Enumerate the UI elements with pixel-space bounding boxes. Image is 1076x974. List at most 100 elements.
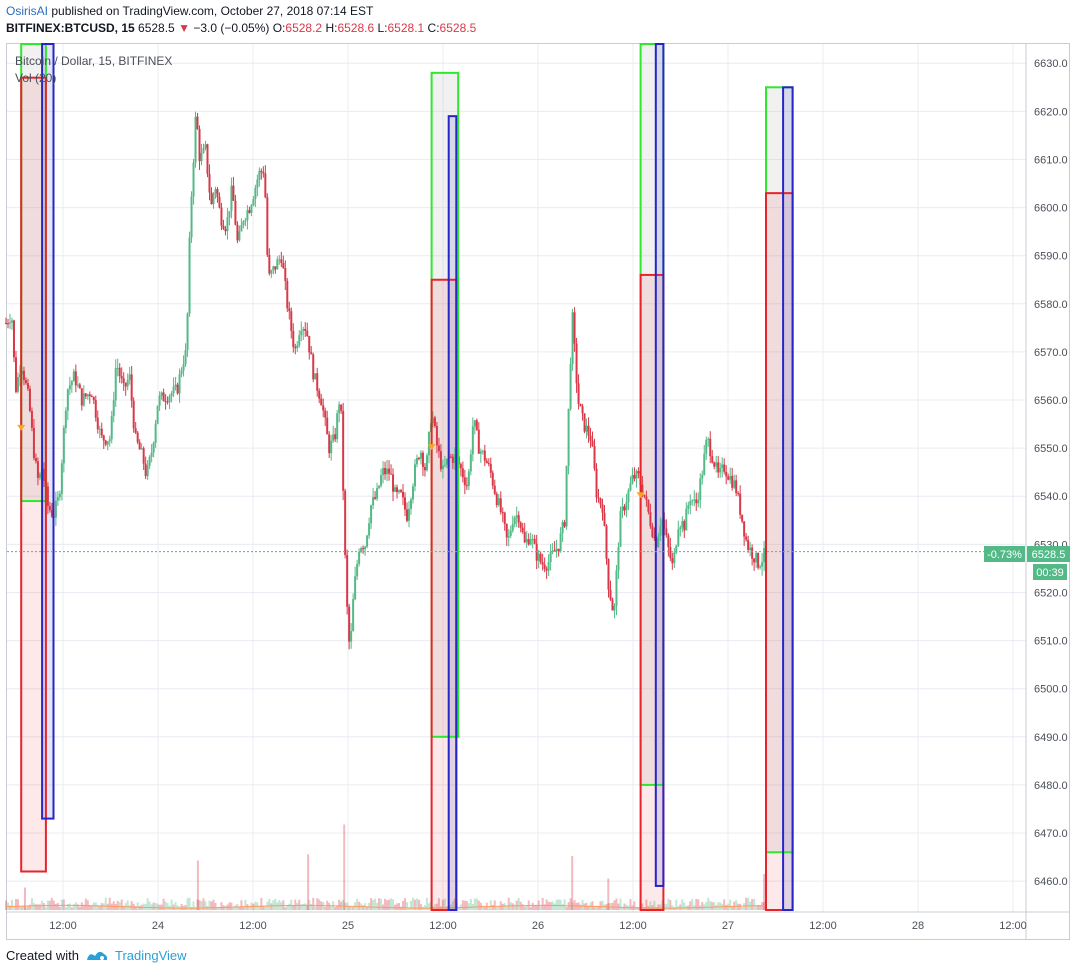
volume-bar	[334, 907, 337, 910]
author-link[interactable]: OsirisAI	[6, 4, 48, 18]
volume-bar	[411, 897, 414, 910]
candle-body	[34, 458, 37, 462]
volume-bar	[112, 901, 115, 910]
volume-bar	[288, 903, 291, 910]
candle-body	[248, 210, 251, 213]
candle-body	[334, 434, 337, 440]
candle-body	[709, 438, 712, 457]
candle-body	[713, 462, 716, 467]
x-tick-label: 12:00	[809, 920, 837, 932]
candle-body	[112, 400, 115, 416]
candle-body	[132, 400, 135, 429]
candle-body	[64, 410, 67, 428]
candle-body	[743, 521, 746, 537]
candle-body	[316, 373, 319, 391]
candle-body	[439, 451, 442, 470]
candle-body	[633, 474, 636, 479]
volume-bar	[697, 899, 700, 910]
candle-body	[491, 472, 494, 486]
candle-body	[477, 429, 480, 454]
candle-body	[46, 486, 49, 507]
candle-body	[332, 434, 335, 441]
candle-body	[362, 548, 365, 550]
candle-body	[701, 474, 704, 479]
candle-body	[657, 535, 660, 548]
candle-body	[162, 392, 165, 402]
volume-bar	[148, 901, 151, 910]
volume-bar	[32, 902, 35, 910]
volume-bar	[318, 899, 321, 910]
volume-bar	[296, 902, 299, 910]
candle-body	[627, 490, 630, 503]
candle-body	[276, 259, 279, 270]
candle-body	[346, 555, 349, 607]
candle-body	[755, 552, 758, 563]
tradingview-brand[interactable]: TradingView	[85, 947, 187, 963]
candle-body	[607, 558, 610, 590]
volume-bar	[739, 903, 742, 910]
candle-body	[290, 311, 293, 331]
candle-body	[398, 490, 401, 493]
candle-body	[92, 397, 95, 401]
candle-body	[152, 442, 155, 453]
grid	[7, 44, 1026, 912]
volume-bar	[645, 899, 648, 910]
volume-bar	[78, 906, 81, 910]
volume-bar	[166, 902, 169, 910]
candle-body	[260, 170, 263, 173]
candle-body	[282, 262, 285, 269]
volume-bar	[709, 900, 712, 910]
candle-body	[561, 522, 564, 534]
candle-body	[18, 374, 21, 378]
volume-bar	[324, 906, 327, 910]
volume-bar	[230, 902, 233, 910]
candle-body	[138, 442, 141, 450]
candle-body	[82, 393, 85, 406]
volume-bar	[50, 897, 53, 910]
volume-bar	[453, 898, 456, 910]
y-tick-label: 6570.0	[1034, 347, 1068, 359]
volume-bar	[691, 898, 694, 910]
candle-body	[667, 535, 670, 548]
candle-body	[737, 492, 740, 494]
volume-bar	[316, 898, 319, 910]
volume-bar	[260, 897, 263, 910]
volume-bar	[62, 899, 65, 910]
low-value: 6528.1	[387, 21, 425, 35]
volume-bar	[443, 898, 446, 910]
volume-bar	[20, 906, 23, 910]
volume-spike	[571, 856, 574, 910]
volume-bar	[701, 902, 704, 910]
volume-bar	[114, 903, 117, 910]
blue-signal-box	[447, 115, 458, 911]
candle-body	[691, 500, 694, 502]
candle-body	[268, 254, 271, 274]
candle-body	[605, 525, 608, 559]
volume-bar	[461, 900, 464, 910]
candle-body	[312, 354, 315, 380]
volume-bar	[705, 901, 708, 910]
volume-bar	[370, 898, 373, 910]
volume-ma-line	[5, 904, 767, 909]
chart-frame[interactable]	[6, 43, 1070, 940]
candle-body	[513, 517, 516, 525]
signal-box-fill	[766, 87, 793, 853]
candle-body	[86, 394, 89, 397]
volume-bar	[579, 904, 582, 910]
candle-body	[405, 509, 408, 521]
candle-body	[96, 417, 99, 430]
candle-body	[364, 546, 367, 550]
candle-body	[262, 172, 265, 174]
candle-body	[114, 367, 117, 401]
candle-body	[5, 323, 7, 325]
candle-body	[623, 506, 626, 511]
candle-body	[645, 496, 648, 500]
x-tick-label: 24	[152, 920, 164, 932]
candle-body	[146, 465, 149, 477]
volume-bar	[36, 904, 39, 910]
volume-bar	[390, 898, 393, 910]
volume-bar	[330, 906, 333, 910]
candle-body	[160, 392, 163, 396]
volume-bar	[384, 898, 387, 910]
